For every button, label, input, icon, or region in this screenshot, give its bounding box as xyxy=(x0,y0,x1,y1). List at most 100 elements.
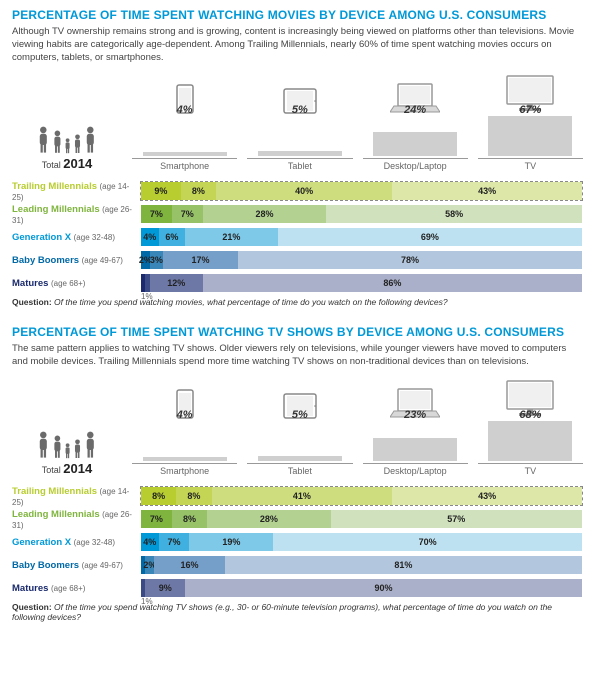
stack-segments: 8%8%41%43% xyxy=(140,486,583,506)
section: PERCENTAGE OF TIME SPENT WATCHING TV SHO… xyxy=(0,317,595,632)
segment: 57% xyxy=(331,510,582,528)
device-name: TV xyxy=(478,463,583,476)
segment: 28% xyxy=(207,510,330,528)
segment: 17% xyxy=(163,251,238,269)
question-footnote: Question: Of the time you spend watching… xyxy=(12,602,583,622)
segment: 2% xyxy=(141,251,150,269)
segment: 43% xyxy=(392,182,582,200)
stack-label: Matures (age 68+) xyxy=(12,278,140,289)
stack-row: Matures (age 68+)9%90%1% xyxy=(12,578,583,598)
stack-label: Trailing Millennials (age 14-25) xyxy=(12,181,140,202)
stack-label: Leading Millennials (age 26-31) xyxy=(12,509,140,530)
segment: 28% xyxy=(203,205,326,223)
stack-segments: 2%3%17%78% xyxy=(140,250,583,270)
segment: 4% xyxy=(141,228,159,246)
device-laptop: 23%Desktop/Laptop xyxy=(363,375,468,476)
stack-label: Baby Boomers (age 49-67) xyxy=(12,255,140,266)
stack-segments: 9%8%40%43% xyxy=(140,181,583,201)
people-icon xyxy=(37,126,97,154)
stack-segments: 12%86%1% xyxy=(140,273,583,293)
segment: 8% xyxy=(141,487,176,505)
total-label: Total 2014 xyxy=(42,156,92,171)
segment: 78% xyxy=(238,251,582,269)
segment: 2% xyxy=(145,556,154,574)
segment: 21% xyxy=(185,228,278,246)
stack-row: Leading Millennials (age 26-31)7%7%28%58… xyxy=(12,204,583,224)
people-icon xyxy=(37,431,97,459)
stack-row: Matures (age 68+)12%86%1% xyxy=(12,273,583,293)
segment: 86% xyxy=(203,274,582,292)
total-block: Total 2014 xyxy=(12,126,122,171)
stack-label: Trailing Millennials (age 14-25) xyxy=(12,486,140,507)
device-bar xyxy=(488,116,572,156)
segment: 69% xyxy=(278,228,582,246)
stack-segments: 7%7%28%58% xyxy=(140,204,583,224)
segment: 9% xyxy=(141,182,181,200)
segment: 41% xyxy=(212,487,393,505)
segment: 7% xyxy=(141,205,172,223)
section-title: PERCENTAGE OF TIME SPENT WATCHING TV SHO… xyxy=(12,325,583,339)
device-pct: 4% xyxy=(177,409,193,421)
device-pct: 4% xyxy=(177,104,193,116)
stack-row: Baby Boomers (age 49-67) 2%16%81% xyxy=(12,555,583,575)
total-label: Total 2014 xyxy=(42,461,92,476)
segment: 12% xyxy=(150,274,203,292)
segment: 8% xyxy=(172,510,207,528)
stack-row: Generation X (age 32-48)4%6%21%69% xyxy=(12,227,583,247)
device-tv: 68%TV xyxy=(478,375,583,476)
segment: 19% xyxy=(189,533,273,551)
device-tablet: 5% Tablet xyxy=(247,375,352,476)
stack-row: Trailing Millennials (age 14-25)9%8%40%4… xyxy=(12,181,583,201)
device-summary-row: Total 2014 4% Smartphone 5% Tablet 24% Desktop… xyxy=(12,70,583,171)
segment: 3% xyxy=(150,251,163,269)
segment: 16% xyxy=(154,556,225,574)
device-summary-row: Total 2014 4% Smartphone 5% Tablet 23%Desktop… xyxy=(12,375,583,476)
device-bar xyxy=(488,421,572,461)
device-smartphone: 4% Smartphone xyxy=(132,375,237,476)
stack-segments: 9%90%1% xyxy=(140,578,583,598)
segment: 7% xyxy=(172,205,203,223)
section-title: PERCENTAGE OF TIME SPENT WATCHING MOVIES… xyxy=(12,8,583,22)
segment: 40% xyxy=(216,182,392,200)
segment: 8% xyxy=(176,487,211,505)
device-bar xyxy=(373,438,457,461)
section-desc: The same pattern applies to watching TV … xyxy=(12,343,583,369)
tick-label: 1% xyxy=(141,292,153,301)
stack-segments: 4%6%21%69% xyxy=(140,227,583,247)
segment: 58% xyxy=(326,205,582,223)
device-laptop: 24% Desktop/Laptop xyxy=(363,70,468,171)
stacked-bars: Trailing Millennials (age 14-25)9%8%40%4… xyxy=(12,181,583,293)
segment: 81% xyxy=(225,556,582,574)
device-pct: 24% xyxy=(404,104,426,116)
tick-label: 1% xyxy=(141,597,153,606)
stack-label: Generation X (age 32-48) xyxy=(12,537,140,548)
device-bar xyxy=(258,151,342,156)
device-pct: 67% xyxy=(519,104,541,116)
segment: 7% xyxy=(159,533,190,551)
stack-label: Generation X (age 32-48) xyxy=(12,232,140,243)
device-name: Smartphone xyxy=(132,463,237,476)
device-name: TV xyxy=(478,158,583,171)
segment: 8% xyxy=(181,182,216,200)
section-desc: Although TV ownership remains strong and… xyxy=(12,26,583,64)
segment: 43% xyxy=(392,487,582,505)
segment: 7% xyxy=(141,510,172,528)
stacked-bars: Trailing Millennials (age 14-25)8%8%41%4… xyxy=(12,486,583,598)
stack-segments: 4%7%19%70% xyxy=(140,532,583,552)
device-name: Tablet xyxy=(247,158,352,171)
stack-row: Baby Boomers (age 49-67)2%3%17%78% xyxy=(12,250,583,270)
device-pct: 5% xyxy=(292,409,308,421)
device-pct: 5% xyxy=(292,104,308,116)
device-name: Smartphone xyxy=(132,158,237,171)
stack-row: Trailing Millennials (age 14-25)8%8%41%4… xyxy=(12,486,583,506)
stack-label: Leading Millennials (age 26-31) xyxy=(12,204,140,225)
stack-label: Baby Boomers (age 49-67) xyxy=(12,560,140,571)
device-name: Tablet xyxy=(247,463,352,476)
device-name: Desktop/Laptop xyxy=(363,463,468,476)
device-bar xyxy=(143,457,227,461)
device-bar xyxy=(143,152,227,156)
segment: 70% xyxy=(273,533,582,551)
device-name: Desktop/Laptop xyxy=(363,158,468,171)
segment: 4% xyxy=(141,533,159,551)
stack-label: Matures (age 68+) xyxy=(12,583,140,594)
